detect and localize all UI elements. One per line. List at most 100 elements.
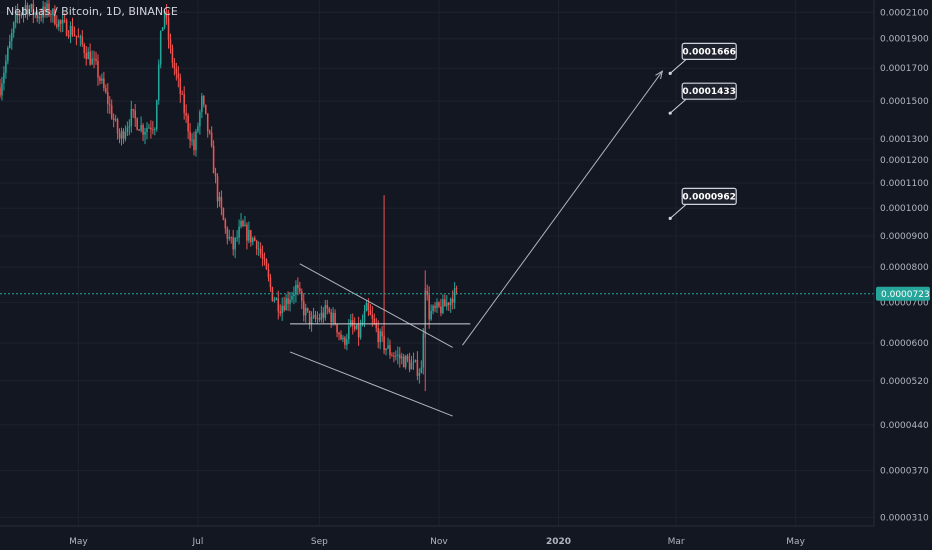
price-tick-label: 0.0001200 — [880, 156, 929, 166]
candle-body — [16, 12, 19, 15]
candle-body — [361, 321, 364, 325]
time-axis[interactable]: May Jul Sep Nov 2020 Mar May — [69, 537, 806, 547]
price-tick-label: 0.0000520 — [880, 377, 929, 387]
time-axis-background — [0, 526, 932, 550]
price-tick-label: 0.0000440 — [880, 421, 929, 431]
candle-body — [236, 237, 238, 239]
candle-body — [150, 127, 152, 130]
candle-body — [163, 11, 166, 28]
candle-body — [261, 254, 264, 259]
candle-body — [7, 48, 9, 61]
candle-body — [279, 311, 282, 314]
candle-body — [293, 294, 295, 297]
candle-body — [165, 11, 168, 18]
candle-body — [316, 318, 319, 320]
price-axis[interactable]: 0.0002100 0.0001900 0.0001700 0.0001500 0.00… — [880, 8, 929, 523]
candle-body — [240, 220, 242, 227]
candle-body — [212, 145, 215, 174]
candle-body — [353, 326, 356, 329]
candle-body — [103, 78, 105, 89]
candle-body — [444, 299, 446, 307]
candle-body — [428, 294, 430, 320]
time-tick-label: 2020 — [546, 537, 571, 547]
candle-body — [367, 302, 370, 311]
candle-body — [455, 288, 458, 290]
candle-body — [371, 314, 374, 319]
candle-body — [18, 14, 21, 16]
candle-body — [369, 310, 372, 315]
trendline[interactable] — [299, 263, 453, 348]
candle-body — [38, 16, 40, 19]
current-price-tag-bg — [876, 286, 930, 301]
candle-body — [416, 360, 419, 376]
trendline[interactable] — [462, 70, 663, 346]
candle-body — [320, 312, 323, 320]
candle-body — [22, 9, 25, 14]
candle-body — [208, 131, 211, 133]
candle-body — [226, 228, 229, 239]
price-tick-label: 0.0001100 — [880, 179, 929, 189]
candles — [0, 0, 458, 392]
candle-body — [195, 131, 197, 151]
candle-body — [40, 16, 42, 18]
candle-body — [138, 129, 140, 131]
annotation-box[interactable] — [681, 42, 737, 61]
price-tick-label: 0.0000370 — [880, 467, 929, 477]
candle-body — [432, 305, 434, 312]
candle-body — [436, 302, 438, 308]
candle-body — [328, 308, 331, 312]
candle-body — [89, 51, 91, 65]
exchange-label: BINANCE — [128, 5, 178, 18]
candle-body — [132, 109, 135, 111]
candle-body — [203, 96, 205, 105]
candle-body — [267, 269, 270, 278]
candle-body — [238, 226, 240, 238]
candle-body — [291, 296, 293, 300]
candle-body — [453, 288, 456, 303]
time-tick-label: Nov — [430, 537, 448, 547]
candle-body — [142, 125, 144, 135]
candle-body — [105, 88, 107, 93]
candle-body — [83, 44, 86, 54]
candle-body — [42, 6, 44, 18]
candle-body — [50, 13, 52, 16]
candle-body — [312, 315, 315, 317]
candle-body — [177, 73, 180, 79]
candle-body — [224, 219, 227, 229]
chart-legend[interactable]: Nebulas / Bitcoin, 1D, BINANCE — [6, 5, 178, 18]
candle-body — [171, 48, 174, 64]
candle-body — [99, 77, 101, 81]
candle-body — [263, 258, 266, 260]
candle-body — [404, 355, 407, 368]
candle-body — [242, 220, 244, 227]
annotation-box[interactable] — [681, 187, 737, 205]
candle-body — [420, 367, 423, 374]
candle-body — [101, 78, 103, 81]
candle-body — [222, 208, 225, 220]
candle-body — [32, 4, 35, 15]
candle-body — [385, 348, 387, 351]
candle-body — [326, 305, 329, 309]
candle-body — [36, 13, 39, 19]
candle-body — [310, 316, 313, 324]
candle-body — [389, 345, 391, 356]
candle-body — [430, 311, 432, 320]
candle-body — [114, 119, 117, 121]
candle-body — [191, 139, 193, 141]
candle-body — [338, 332, 340, 335]
candle-body — [373, 318, 376, 324]
candle-body — [26, 5, 29, 15]
candle-body — [365, 302, 368, 312]
candle-body — [287, 298, 289, 304]
trendline[interactable] — [289, 351, 453, 417]
candle-body — [179, 78, 182, 94]
candle-body — [289, 299, 291, 304]
candle-body — [348, 326, 350, 340]
candle-body — [440, 306, 442, 314]
price-tick-label: 0.0001300 — [880, 135, 929, 145]
candle-body — [24, 5, 27, 10]
annotation-box[interactable] — [681, 82, 737, 100]
time-tick-label: Jul — [191, 537, 203, 547]
candle-body — [210, 132, 213, 146]
